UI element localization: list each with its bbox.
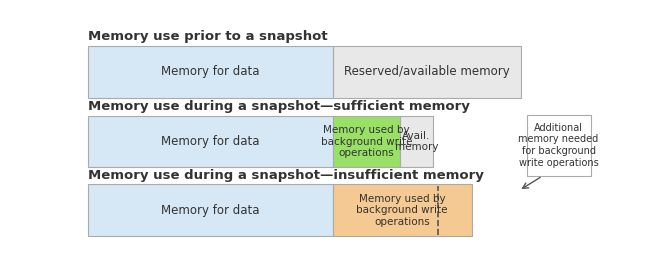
Text: Avail.
memory: Avail. memory bbox=[395, 131, 438, 152]
Bar bbox=[88, 185, 333, 236]
Bar bbox=[88, 46, 333, 98]
Text: Memory for data: Memory for data bbox=[161, 65, 260, 78]
Text: Additional
memory needed
for background
write operations: Additional memory needed for background … bbox=[518, 123, 598, 168]
Bar bbox=[400, 116, 432, 167]
Text: Memory use prior to a snapshot: Memory use prior to a snapshot bbox=[88, 30, 328, 43]
Bar bbox=[526, 114, 591, 176]
Bar bbox=[333, 46, 522, 98]
Text: Memory for data: Memory for data bbox=[161, 204, 260, 217]
Bar bbox=[333, 185, 471, 236]
Text: Memory used by
background write
operations: Memory used by background write operatio… bbox=[356, 194, 448, 227]
Text: Reserved/available memory: Reserved/available memory bbox=[344, 65, 510, 78]
Text: Memory use during a snapshot—insufficient memory: Memory use during a snapshot—insufficien… bbox=[88, 169, 484, 182]
Bar bbox=[88, 116, 333, 167]
Bar bbox=[333, 116, 400, 167]
Text: Memory for data: Memory for data bbox=[161, 135, 260, 148]
Text: Memory used by
background write
operations: Memory used by background write operatio… bbox=[320, 125, 412, 158]
Text: Memory use during a snapshot—sufficient memory: Memory use during a snapshot—sufficient … bbox=[88, 100, 470, 113]
